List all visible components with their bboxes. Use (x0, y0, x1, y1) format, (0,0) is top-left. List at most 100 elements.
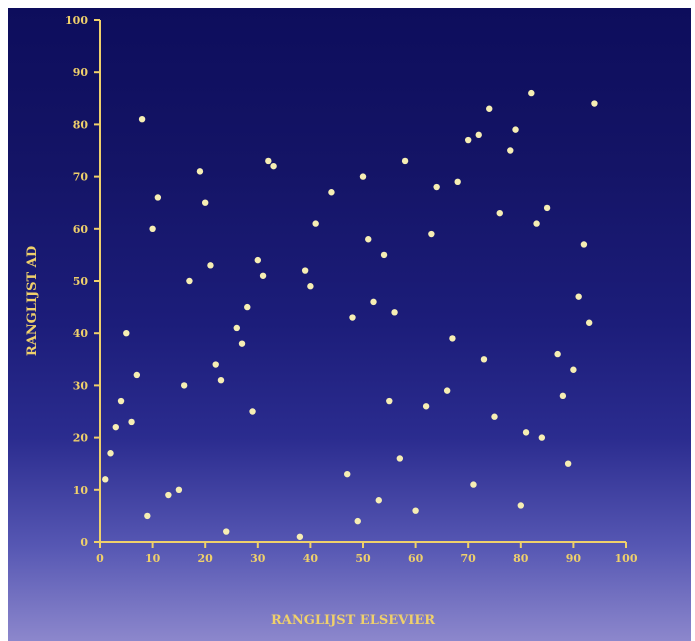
data-point (575, 293, 582, 300)
data-point (564, 460, 572, 467)
data-point (522, 429, 530, 436)
data-points (102, 89, 598, 540)
data-point (196, 168, 204, 175)
data-point (543, 204, 551, 212)
scatter-chart: 0 10 20 30 40 50 60 70 80 90 100 0 10 20 30 40 50 60 70 80 9… (25, 14, 638, 628)
data-point (580, 241, 588, 248)
data-point (212, 361, 219, 368)
data-point (117, 397, 125, 405)
data-point (128, 418, 135, 426)
data-point (312, 220, 319, 227)
data-point (223, 528, 230, 535)
data-point (254, 256, 261, 264)
x-tick-label: 20 (198, 552, 214, 565)
data-point (359, 173, 367, 180)
data-point (533, 220, 540, 227)
data-point (149, 225, 156, 232)
data-point (370, 298, 377, 306)
data-point (486, 105, 493, 112)
data-point (202, 199, 209, 206)
y-tick-label: 60 (73, 223, 89, 236)
data-point (480, 356, 488, 363)
x-tick-label: 10 (145, 552, 161, 565)
data-point (365, 236, 372, 243)
data-point (138, 115, 146, 123)
y-tick-label: 30 (73, 379, 89, 392)
data-point (517, 502, 524, 509)
data-point (496, 209, 503, 217)
data-point (344, 470, 351, 478)
data-point (386, 397, 393, 405)
data-point (217, 376, 225, 384)
data-point (259, 272, 267, 279)
y-tick-label: 50 (73, 275, 89, 288)
y-tick-label: 20 (73, 432, 89, 445)
data-point (349, 314, 356, 321)
data-point (354, 517, 361, 525)
data-point (265, 157, 272, 165)
data-point (144, 512, 151, 520)
data-point (233, 324, 240, 332)
y-tick-label: 70 (73, 171, 89, 184)
y-tick-label: 100 (65, 14, 88, 27)
data-point (428, 230, 435, 238)
data-point (512, 126, 519, 133)
x-axis-title: RANGLIJST ELSEVIER (271, 613, 435, 628)
data-point (528, 89, 535, 97)
x-tick-label: 40 (303, 552, 319, 565)
x-tick-label: 0 (96, 552, 104, 565)
axes (99, 20, 626, 543)
data-point (296, 533, 304, 540)
y-tick-label: 0 (80, 536, 88, 549)
x-tick-label: 60 (408, 552, 424, 565)
data-point (422, 403, 430, 410)
data-point (454, 178, 461, 186)
data-point (559, 392, 567, 400)
data-point (180, 382, 188, 389)
data-point (244, 303, 251, 311)
data-point (133, 371, 141, 379)
data-point (401, 157, 409, 165)
x-tick-label: 50 (355, 552, 371, 565)
data-point (585, 319, 593, 326)
data-point (396, 455, 404, 462)
data-point (238, 340, 246, 347)
data-point (570, 366, 577, 373)
data-point (443, 387, 451, 394)
data-point (433, 183, 440, 191)
data-point (391, 309, 398, 316)
data-point (154, 194, 162, 201)
data-point (107, 450, 114, 457)
data-point (249, 408, 256, 415)
x-tick-label: 30 (250, 552, 266, 565)
data-point (412, 507, 419, 514)
y-tick-label: 40 (73, 327, 89, 340)
data-point (465, 136, 472, 144)
data-point (165, 491, 172, 499)
data-point (270, 162, 277, 170)
data-point (186, 277, 193, 285)
x-tick-label: 80 (513, 552, 529, 565)
data-point (380, 251, 388, 259)
data-point (449, 335, 456, 342)
x-tick-label: 100 (615, 552, 638, 565)
y-tick-label: 90 (73, 66, 89, 79)
data-point (328, 189, 335, 196)
data-point (491, 413, 498, 420)
data-point (507, 147, 514, 154)
data-point (207, 262, 214, 269)
data-point (475, 131, 482, 139)
data-point (123, 330, 130, 337)
data-point (538, 434, 546, 441)
data-point (375, 497, 382, 504)
data-point (307, 283, 314, 290)
data-point (175, 486, 183, 493)
data-point (591, 100, 598, 107)
data-point (102, 476, 109, 483)
x-tick-label: 90 (566, 552, 582, 565)
data-point (554, 350, 561, 358)
data-point (470, 481, 477, 488)
data-point (112, 423, 119, 431)
tick-group: 0 10 20 30 40 50 60 70 80 90 100 0 10 20 30 40 50 60 70 80 9… (65, 14, 638, 565)
x-tick-label: 70 (461, 552, 477, 565)
